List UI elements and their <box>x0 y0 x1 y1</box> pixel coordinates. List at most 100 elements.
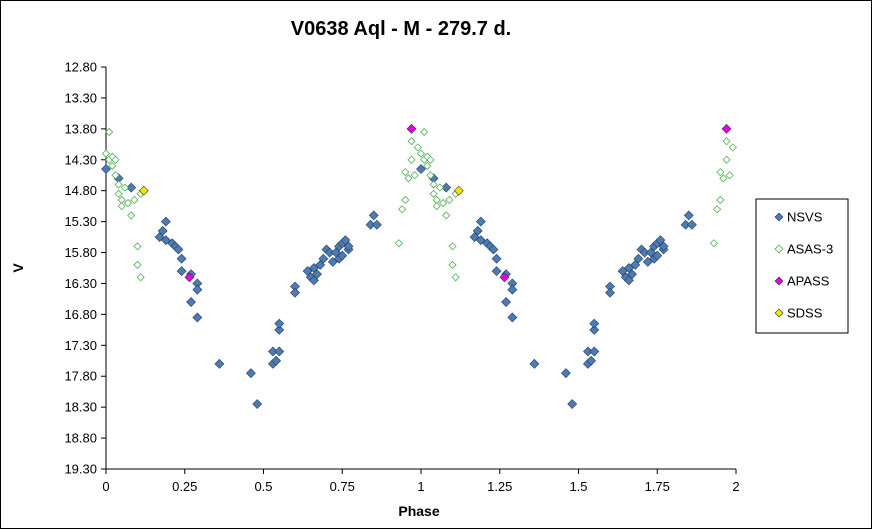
asas-3-point <box>448 260 457 269</box>
asas-3-point <box>114 189 123 198</box>
asas-3-point <box>108 161 117 171</box>
nsvs-point <box>627 269 637 280</box>
asas-3-point <box>133 242 142 251</box>
legend-marker-nsvs <box>774 212 784 222</box>
nsvs-point <box>560 368 571 379</box>
asas-3-point <box>401 195 410 205</box>
asas-3-point <box>111 155 120 164</box>
nsvs-point <box>214 358 225 369</box>
asas-3-point <box>448 242 457 251</box>
nsvs-point <box>176 266 187 277</box>
legend-marker-asas-3 <box>774 244 784 254</box>
asas-3-point <box>435 183 444 192</box>
nsvs-point <box>318 253 329 264</box>
nsvs-point <box>368 210 379 221</box>
nsvs-point <box>652 250 663 261</box>
legend-label-asas-3: ASAS-3 <box>787 242 833 257</box>
asas-3-point <box>432 202 441 211</box>
y-axis-title: V <box>10 263 26 273</box>
asas-3-point <box>407 137 416 146</box>
asas-3-point <box>426 155 435 164</box>
asas-3-point <box>429 189 438 198</box>
nsvs-point <box>416 164 426 174</box>
nsvs-point <box>252 399 263 409</box>
asas-3-point <box>407 155 416 164</box>
y-tick-label: 17.30 <box>64 338 97 353</box>
nsvs-point <box>274 318 285 329</box>
asas-3-point <box>420 127 429 137</box>
asas-3-point <box>722 155 731 164</box>
asas-3-point <box>401 168 410 177</box>
legend-label-sdss: SDSS <box>787 306 823 321</box>
asas-3-point <box>716 195 725 205</box>
apass-point <box>721 123 732 134</box>
asas-3-point <box>101 149 111 158</box>
asas-3-point <box>394 239 404 248</box>
nsvs-point <box>312 269 322 280</box>
nsvs-point <box>567 399 578 409</box>
x-tick-label: 1.75 <box>645 479 670 494</box>
x-tick-label: 1.25 <box>487 479 512 494</box>
asas-3-point <box>713 205 722 214</box>
asas-3-point <box>438 198 448 208</box>
nsvs-point <box>441 182 452 193</box>
nsvs-point <box>126 182 137 193</box>
asas-3-point <box>114 180 123 189</box>
asas-3-point <box>725 171 734 180</box>
legend-box <box>755 198 849 334</box>
nsvs-point <box>176 253 187 264</box>
nsvs-point <box>589 318 600 329</box>
y-tick-label: 17.80 <box>64 369 97 384</box>
nsvs-point <box>186 297 196 307</box>
sdss-point <box>138 185 149 196</box>
data-markers <box>101 123 737 409</box>
asas-3-point <box>423 161 432 171</box>
apass-point <box>406 123 417 134</box>
nsvs-point <box>633 253 644 264</box>
asas-3-point <box>722 137 731 146</box>
legend-marker-apass <box>774 276 784 286</box>
nsvs-point <box>337 250 348 261</box>
nsvs-point <box>658 241 669 252</box>
asas-3-point <box>719 174 728 183</box>
nsvs-point <box>173 244 184 255</box>
asas-3-point <box>413 143 422 152</box>
nsvs-point <box>245 368 256 379</box>
nsvs-point <box>488 244 499 255</box>
y-tick-label: 14.80 <box>64 183 97 198</box>
asas-3-point <box>120 183 129 192</box>
y-tick-label: 18.80 <box>64 431 97 446</box>
legend-label-nsvs: NSVS <box>787 210 823 225</box>
asas-3-point <box>404 174 413 183</box>
asas-3-point <box>398 205 407 214</box>
nsvs-point <box>290 287 300 298</box>
y-tick-label: 18.30 <box>64 400 97 415</box>
y-tick-label: 15.30 <box>64 214 97 229</box>
y-axis-ticks: 12.80 13.30 13.80 14.30 14.80 15.30 15.80 16.30… <box>64 60 106 477</box>
nsvs-point <box>589 346 600 357</box>
nsvs-point <box>491 253 502 264</box>
nsvs-point <box>274 324 285 335</box>
asas-3-point <box>410 171 419 180</box>
asas-3-point <box>445 195 454 205</box>
y-tick-label: 13.80 <box>64 121 97 136</box>
nsvs-point <box>271 355 282 366</box>
x-tick-label: 0.25 <box>172 479 197 494</box>
asas-3-point <box>133 260 142 269</box>
asas-3-point <box>429 180 438 189</box>
asas-3-point <box>127 211 136 220</box>
asas-3-point <box>426 171 435 180</box>
x-tick-label: 1.5 <box>569 479 587 494</box>
x-tick-label: 0.75 <box>330 479 355 494</box>
y-tick-label: 19.30 <box>64 462 97 477</box>
nsvs-point <box>501 297 511 307</box>
nsvs-point <box>160 216 171 227</box>
y-tick-label: 16.80 <box>64 307 97 322</box>
asas-3-point <box>451 273 460 282</box>
nsvs-point <box>586 355 597 366</box>
asas-3-point <box>416 149 426 158</box>
nsvs-point <box>491 266 502 277</box>
x-tick-label: 2 <box>732 479 739 494</box>
